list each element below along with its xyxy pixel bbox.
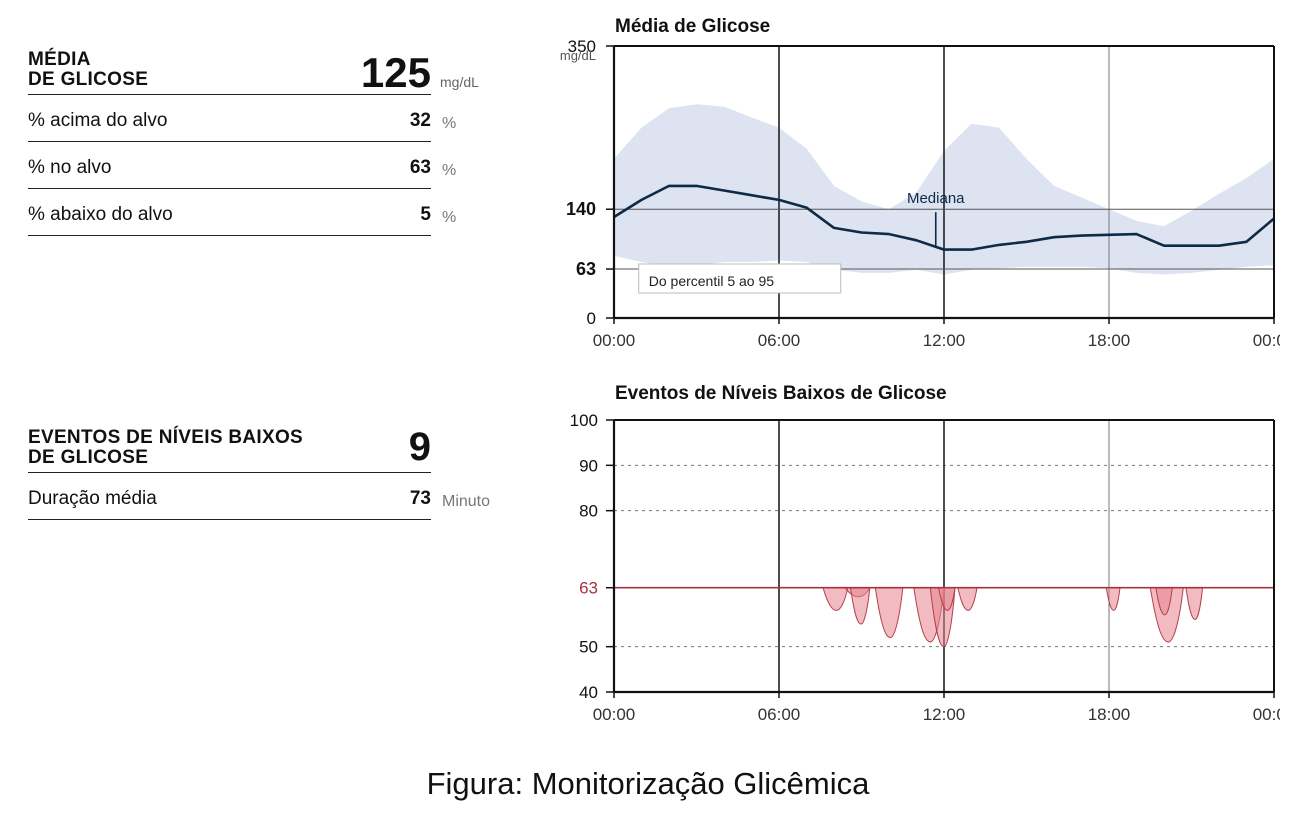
x-tick-label: 12:00 bbox=[923, 705, 966, 724]
y-tick-label: 0 bbox=[587, 309, 596, 328]
low-event bbox=[1185, 587, 1204, 621]
x-tick-label: 18:00 bbox=[1088, 331, 1131, 350]
y-tick-label: 63 bbox=[579, 579, 598, 598]
glucose-title-line1: MÉDIA bbox=[28, 49, 91, 70]
low-event bbox=[849, 587, 871, 625]
x-tick-label: 00:00 bbox=[1253, 331, 1280, 350]
stat-value: 32 bbox=[409, 110, 431, 131]
x-tick-label: 00:00 bbox=[593, 331, 636, 350]
low-events-headline: EVENTOS DE NÍVEIS BAIXOS DE GLICOSE 9 bbox=[28, 424, 431, 473]
y-axis-unit: mg/dL bbox=[560, 48, 596, 63]
low-events-count: 9 bbox=[408, 425, 431, 469]
chart-title: Eventos de Níveis Baixos de Glicose bbox=[615, 383, 947, 404]
x-tick-label: 06:00 bbox=[758, 331, 801, 350]
low-events-summary: EVENTOS DE NÍVEIS BAIXOS DE GLICOSE 9 Du… bbox=[28, 424, 503, 520]
stat-row-in-range: % no alvo 63 % bbox=[28, 142, 456, 189]
median-line bbox=[613, 184, 1275, 251]
low-events-title-line1: EVENTOS DE NÍVEIS BAIXOS bbox=[28, 427, 304, 448]
y-tick-label: 100 bbox=[570, 411, 598, 430]
figure-caption: Figura: Monitorização Glicêmica bbox=[426, 766, 870, 801]
glucose-title: MÉDIA DE GLICOSE bbox=[28, 50, 148, 90]
low-events-title: EVENTOS DE NÍVEIS BAIXOS DE GLICOSE bbox=[28, 428, 303, 468]
median-label: Mediana bbox=[907, 190, 965, 207]
stat-label: % abaixo do alvo bbox=[28, 204, 173, 225]
glucose-title-line2: DE GLICOSE bbox=[28, 69, 149, 90]
stat-label: % no alvo bbox=[28, 157, 112, 178]
stat-label: Duração média bbox=[28, 488, 157, 509]
chart-title: Média de Glicose bbox=[615, 16, 770, 37]
x-tick-label: 06:00 bbox=[758, 705, 801, 724]
stat-unit: % bbox=[442, 209, 457, 226]
low-event bbox=[957, 587, 978, 611]
low-events-title-line2: DE GLICOSE bbox=[28, 447, 149, 468]
low-event bbox=[1155, 587, 1173, 616]
glucose-summary: MÉDIA DE GLICOSE 125 mg/dL % acima do al… bbox=[28, 48, 503, 236]
low-event bbox=[874, 587, 904, 639]
stat-unit: Minuto bbox=[442, 493, 491, 510]
stat-unit: % bbox=[442, 115, 457, 132]
band-label-box bbox=[638, 263, 842, 294]
y-tick-label: 80 bbox=[579, 502, 598, 521]
stat-value: 5 bbox=[420, 204, 431, 225]
x-tick-label: 18:00 bbox=[1088, 705, 1131, 724]
x-tick-label: 00:00 bbox=[1253, 705, 1280, 724]
glucose-unit: mg/dL bbox=[440, 74, 479, 90]
stat-row-duration: Duração média 73 Minuto bbox=[28, 473, 490, 520]
y-tick-label: 350 bbox=[568, 37, 596, 56]
low-event bbox=[937, 587, 956, 611]
y-tick-label: 63 bbox=[576, 259, 596, 279]
y-tick-label: 50 bbox=[579, 638, 598, 657]
low-events-chart: Eventos de Níveis Baixos de Glicose 40 50… bbox=[570, 383, 1280, 724]
band-label: Do percentil 5 ao 95 bbox=[649, 273, 775, 289]
plot-area: Mediana Do percentil 5 ao 95 0 63 140 350mg/d… bbox=[560, 37, 1280, 350]
stat-row-below: % abaixo do alvo 5 % bbox=[28, 189, 456, 236]
glucose-average-value: 125 bbox=[360, 49, 431, 96]
x-tick-label: 12:00 bbox=[923, 331, 966, 350]
glucose-median-chart: Média de Glicose Mediana Do percentil 5 a… bbox=[560, 16, 1280, 350]
low-event bbox=[822, 587, 849, 611]
y-tick-label: 90 bbox=[579, 456, 598, 475]
glucose-headline: MÉDIA DE GLICOSE 125 mg/dL bbox=[28, 48, 479, 96]
stat-row-above: % acima do alvo 32 % bbox=[28, 95, 456, 142]
y-tick-label: 40 bbox=[579, 683, 598, 702]
stat-value: 73 bbox=[409, 488, 431, 509]
stat-label: % acima do alvo bbox=[28, 110, 168, 131]
plot-area: 40 50 63 80 90 100 00:00 06:00 12:00 18:00 00:00 bbox=[570, 411, 1280, 724]
low-event bbox=[1105, 587, 1121, 611]
stat-unit: % bbox=[442, 162, 457, 179]
y-tick-label: 140 bbox=[566, 199, 596, 219]
x-tick-label: 00:00 bbox=[593, 705, 636, 724]
stat-value: 63 bbox=[409, 157, 431, 178]
